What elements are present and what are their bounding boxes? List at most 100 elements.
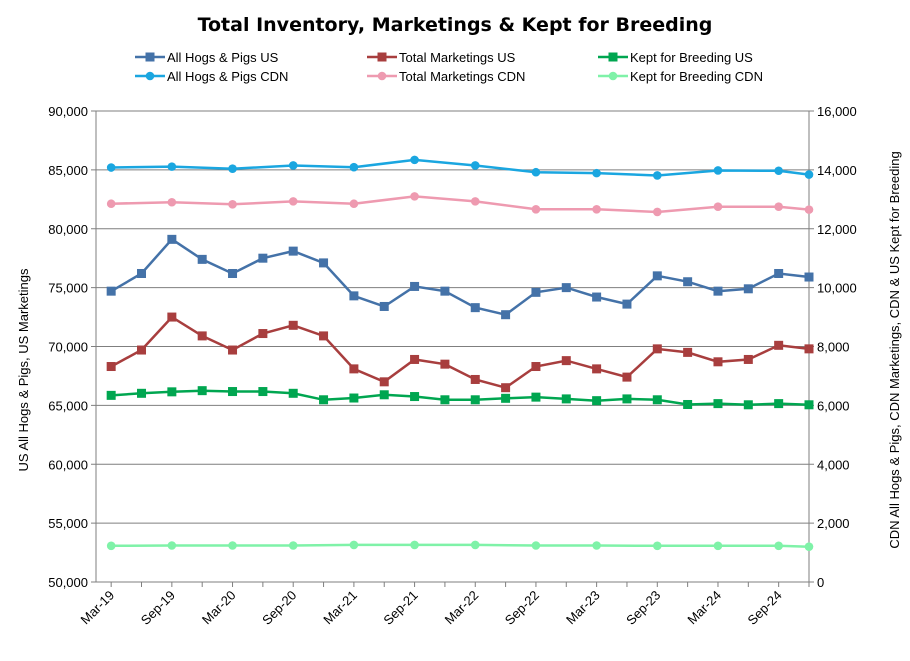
series-kept-for-breeding-us [106, 386, 814, 410]
data-point [683, 399, 693, 409]
data-point [561, 356, 571, 366]
y2-tick-label: 6,000 [817, 398, 850, 413]
data-point [622, 372, 632, 382]
data-point [531, 287, 541, 297]
legend-label: Total Marketings US [399, 50, 516, 65]
y-axis-right-title: CDN All Hogs & Pigs, CDN Marketings, CDN… [887, 151, 902, 548]
data-point [258, 253, 268, 263]
data-point [197, 386, 207, 396]
data-point [167, 162, 177, 171]
data-point [592, 168, 601, 178]
data-point [319, 258, 329, 268]
data-point [713, 541, 723, 551]
data-point [531, 205, 541, 214]
data-point [470, 374, 480, 384]
y2-tick-label: 8,000 [817, 340, 850, 355]
legend-label: All Hogs & Pigs US [167, 50, 279, 65]
data-point [774, 399, 784, 409]
data-point [106, 199, 116, 209]
legend-marker [608, 71, 618, 81]
data-point [592, 396, 602, 406]
data-point [652, 395, 662, 405]
data-point [167, 312, 177, 322]
data-point [592, 205, 601, 214]
data-point [592, 364, 602, 374]
y-tick-label: 70,000 [48, 340, 88, 355]
data-point [804, 542, 814, 551]
data-point [349, 199, 359, 209]
data-point [349, 162, 359, 172]
y2-tick-label: 4,000 [817, 457, 850, 472]
data-point [470, 161, 480, 170]
data-point [440, 359, 450, 369]
data-point [743, 400, 753, 410]
legend-label: Total Marketings CDN [399, 69, 525, 84]
data-point [410, 540, 419, 550]
data-point [561, 394, 571, 404]
data-point [440, 286, 450, 296]
plot-area [106, 155, 814, 551]
data-point [501, 393, 511, 403]
data-point [288, 246, 298, 256]
data-point [349, 540, 359, 550]
series-line [110, 237, 810, 317]
legend-item-kept-for-breeding-us: Kept for Breeding US [598, 50, 753, 65]
series-line [110, 315, 810, 390]
data-point [774, 166, 783, 176]
series-all-hogs-pigs-cdn [106, 155, 814, 180]
y2-tick-label: 16,000 [817, 104, 857, 119]
data-point [561, 283, 571, 293]
data-point [410, 281, 420, 291]
series-line [111, 389, 810, 407]
data-point [379, 301, 389, 311]
y-tick-label: 50,000 [48, 575, 88, 590]
data-point [167, 197, 177, 207]
legend-marker [377, 71, 387, 81]
data-point [683, 277, 693, 287]
legend-item-kept-for-breeding-cdn: Kept for Breeding CDN [598, 69, 763, 84]
data-point [319, 395, 329, 405]
data-point [774, 340, 784, 350]
data-point [106, 362, 116, 372]
data-point [652, 344, 662, 354]
legend-item-all-hogs-pigs-cdn: All Hogs & Pigs CDN [135, 69, 288, 84]
data-point [774, 268, 784, 278]
data-point [531, 541, 541, 550]
data-point [228, 541, 237, 550]
data-point [774, 202, 783, 211]
data-point [501, 383, 511, 393]
data-point [592, 292, 602, 302]
data-point [197, 254, 207, 264]
data-point [713, 357, 723, 367]
series-total-marketings-us [106, 312, 814, 393]
y-axis-left-ticks: 50,000 55,000 60,000 65,000 70,000 75,000 80,0… [48, 104, 96, 590]
legend-label: All Hogs & Pigs CDN [167, 69, 288, 84]
data-point [713, 202, 723, 211]
y2-tick-label: 0 [817, 575, 824, 590]
data-point [349, 291, 359, 301]
data-point [288, 161, 298, 170]
data-point [652, 171, 662, 180]
data-point [258, 387, 268, 397]
y2-tick-label: 2,000 [817, 516, 850, 531]
data-point [137, 345, 147, 355]
data-point [106, 541, 116, 551]
legend-item-total-marketings-cdn: Total Marketings CDN [367, 69, 525, 84]
data-point [258, 329, 268, 339]
chart-title: Total Inventory, Marketings & Kept for B… [198, 14, 713, 36]
data-point [652, 541, 662, 551]
data-point [774, 541, 783, 551]
data-point [592, 541, 601, 550]
series-line [111, 195, 810, 214]
data-point [167, 387, 177, 397]
data-point [652, 207, 662, 217]
data-point [288, 541, 298, 550]
data-point [349, 393, 359, 403]
data-point [501, 310, 511, 320]
x-tick-label: Sep-20 [259, 588, 299, 628]
x-tick-label: Mar-20 [199, 588, 239, 628]
y-tick-label: 55,000 [48, 516, 88, 531]
y-tick-label: 80,000 [48, 222, 88, 237]
y-tick-label: 60,000 [48, 457, 88, 472]
data-point [228, 200, 237, 209]
